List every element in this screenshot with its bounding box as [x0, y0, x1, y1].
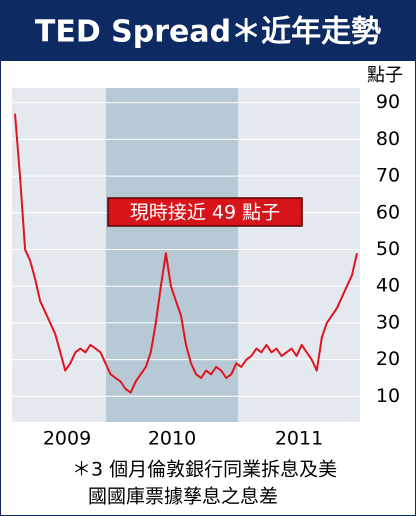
annotation: 現時接近 49 點子: [130, 202, 280, 224]
shaded-period: [106, 88, 238, 422]
y-tick-label: 60: [376, 201, 400, 223]
y-tick-label: 50: [376, 238, 400, 260]
y-tick-label: 10: [376, 385, 400, 407]
x-tick-label: 2009: [43, 428, 91, 450]
y-tick-label: 80: [376, 128, 400, 150]
y-tick-label: 70: [376, 165, 400, 187]
data-line: [14, 113, 358, 394]
x-tick-label: 2011: [275, 428, 323, 450]
header: [1, 1, 415, 61]
y-tick-label: 20: [376, 348, 400, 370]
y-tick-label: 90: [376, 91, 400, 113]
y-tick-label: 30: [376, 311, 400, 333]
y-tick-label: 40: [376, 275, 400, 297]
y-unit: 點子: [367, 65, 403, 86]
footnote: 國國庫票據孳息之息差: [88, 486, 278, 508]
chart-title: TED Spread＊近年走勢: [35, 15, 381, 50]
x-tick-label: 2010: [148, 428, 196, 450]
annotation-box: [107, 197, 303, 227]
footnote: ＊3 個月倫敦銀行同業拆息及美: [72, 459, 337, 481]
